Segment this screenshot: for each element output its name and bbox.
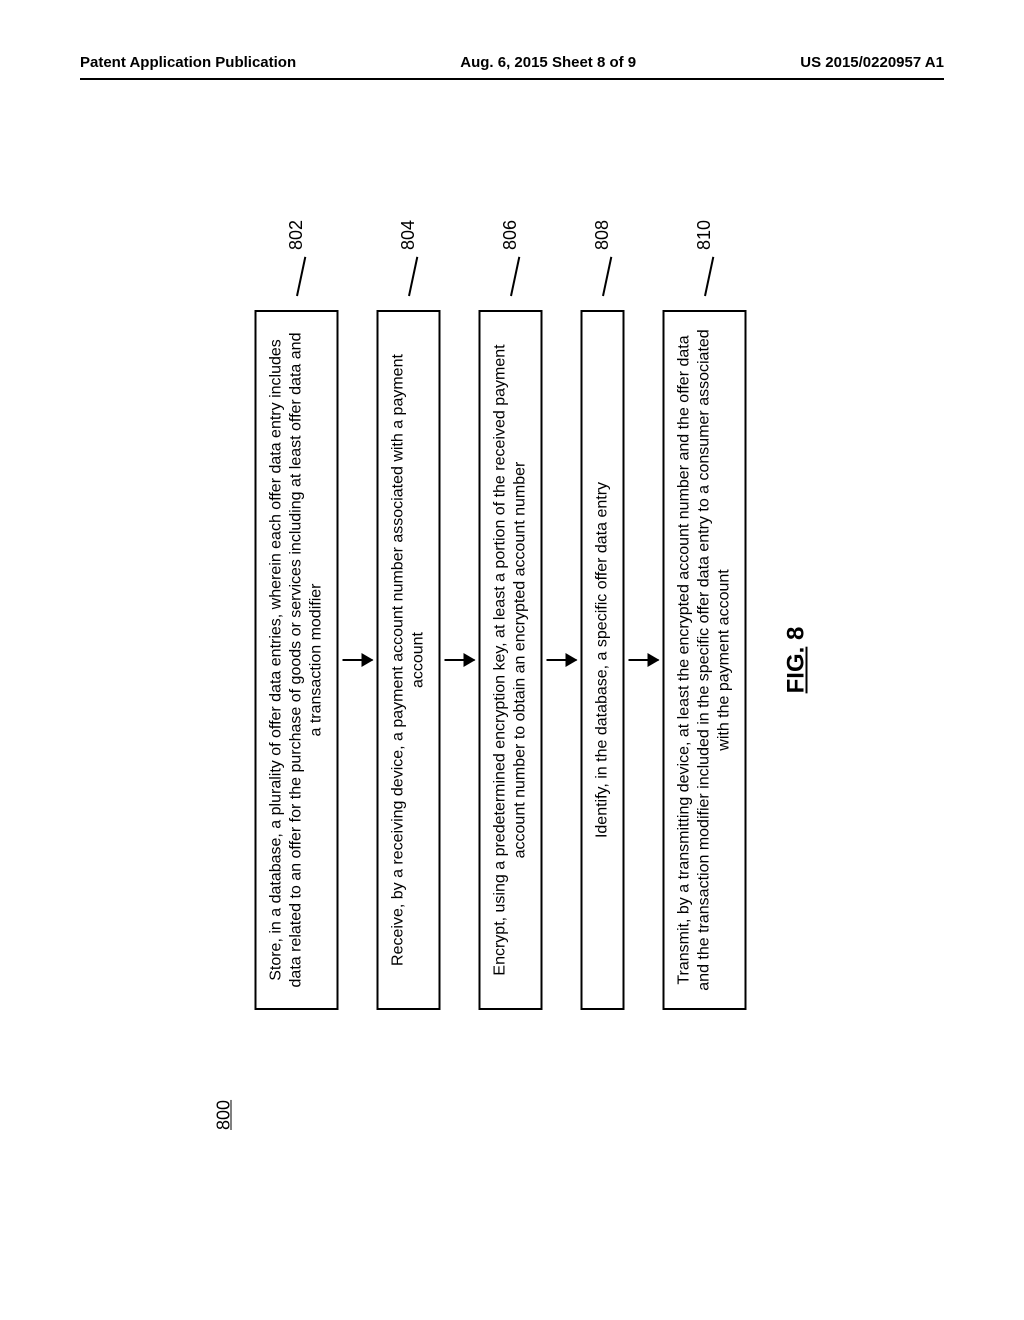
- flow-box: Encrypt, using a predetermined encryptio…: [479, 310, 543, 1010]
- figure-number-label: 800: [214, 1100, 235, 1130]
- flow-box: Identify, in the database, a specific of…: [581, 310, 625, 1010]
- flow-arrow: [343, 659, 373, 661]
- flow-step: Encrypt, using a predetermined encryptio…: [479, 310, 543, 1010]
- ref-leader-line: [602, 257, 612, 297]
- figure-caption-number: 8: [783, 627, 810, 640]
- flow-arrow: [445, 659, 475, 661]
- header-left: Patent Application Publication: [80, 54, 296, 71]
- flow-arrow: [629, 659, 659, 661]
- ref-number: 806: [500, 220, 521, 250]
- flow-step: Identify, in the database, a specific of…: [581, 310, 625, 1010]
- ref-leader-line: [704, 257, 714, 297]
- ref-number: 808: [592, 220, 613, 250]
- ref-leader-line: [510, 257, 520, 297]
- ref-number: 810: [694, 220, 715, 250]
- page: Patent Application Publication Aug. 6, 2…: [0, 0, 1024, 1320]
- figure-caption: FIG. 8: [783, 627, 811, 694]
- ref-callout: 806: [500, 220, 521, 296]
- flow-box: Store, in a database, a plurality of off…: [255, 310, 339, 1010]
- header-center: Aug. 6, 2015 Sheet 8 of 9: [460, 54, 636, 71]
- flow-box: Receive, by a receiving device, a paymen…: [377, 310, 441, 1010]
- header-row: Patent Application Publication Aug. 6, 2…: [80, 54, 944, 71]
- ref-number: 802: [286, 220, 307, 250]
- ref-leader-line: [408, 257, 418, 297]
- ref-number: 804: [398, 220, 419, 250]
- ref-callout: 802: [286, 220, 307, 296]
- flow-step: Transmit, by a transmitting device, at l…: [663, 310, 747, 1010]
- flow-arrow: [547, 659, 577, 661]
- page-header: Patent Application Publication Aug. 6, 2…: [0, 54, 1024, 71]
- ref-callout: 808: [592, 220, 613, 296]
- ref-leader-line: [296, 257, 306, 297]
- header-rule: [80, 78, 944, 80]
- flow-box: Transmit, by a transmitting device, at l…: [663, 310, 747, 1010]
- flow-step: Receive, by a receiving device, a paymen…: [377, 310, 441, 1010]
- figure-inner: 800 Store, in a database, a plurality of…: [214, 160, 811, 1160]
- flow-step: Store, in a database, a plurality of off…: [255, 310, 339, 1010]
- figure-caption-prefix: FIG.: [783, 647, 810, 694]
- ref-callout: 810: [694, 220, 715, 296]
- ref-callout: 804: [398, 220, 419, 296]
- figure-rotated-container: 800 Store, in a database, a plurality of…: [214, 160, 811, 1160]
- header-right: US 2015/0220957 A1: [800, 54, 944, 71]
